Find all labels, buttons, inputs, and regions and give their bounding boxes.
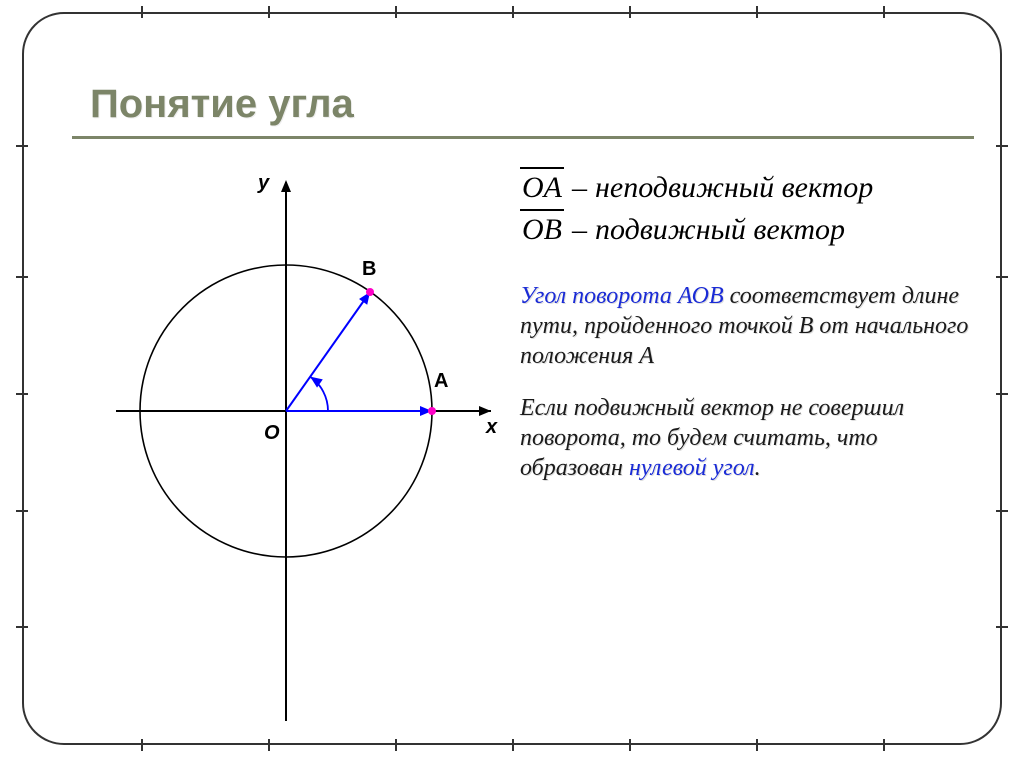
right-column: ОA – неподвижный вектор ОB – подвижный в… [520,165,990,483]
angle-diagram: у х О А В [96,176,496,716]
point-b-label: В [362,258,376,281]
slide: Понятие угла у х О А В ОA – неподвижный … [0,0,1024,767]
vector-oa-symbol: ОA [520,169,564,207]
para2-post: . [755,455,761,481]
paragraph-2: Если подвижный вектор не совершил поворо… [520,393,980,483]
y-axis-label: у [258,172,269,195]
vector-oa-definition: ОA – неподвижный вектор [520,169,990,207]
slide-title: Понятие угла [90,82,354,127]
vector-ob-text: подвижный вектор [595,213,845,247]
para2-highlight: нулевой угол [629,455,755,481]
paragraph-1: Угол поворота АОВ соответствует длине пу… [520,281,980,371]
x-axis-label: х [486,416,497,439]
dash: – [572,171,587,205]
title-underline [72,136,974,139]
dash: – [572,213,587,247]
vector-ob-definition: ОB – подвижный вектор [520,211,990,249]
vector-ob-symbol: ОB [520,211,564,249]
vector-oa-text: неподвижный вектор [595,171,873,205]
para1-highlight: Угол поворота АОВ [520,283,724,309]
origin-label: О [264,422,280,445]
point-a-label: А [434,370,448,393]
